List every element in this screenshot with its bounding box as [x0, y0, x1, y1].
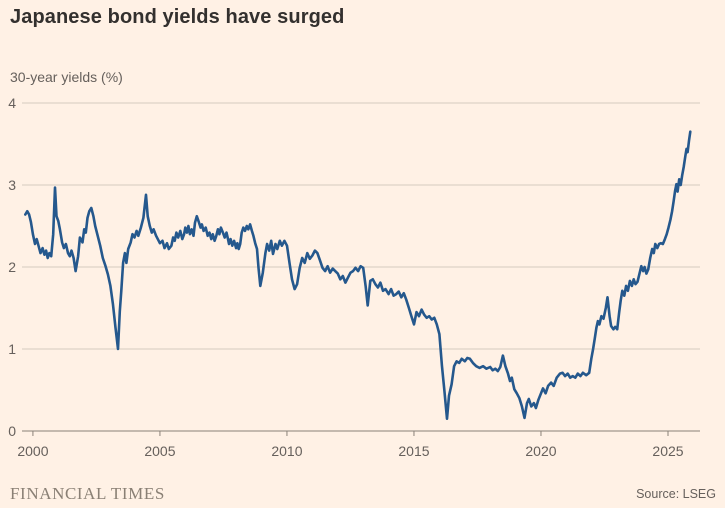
source-label: Source: LSEG: [636, 487, 716, 501]
x-axis-tick-label: 2000: [17, 443, 48, 459]
y-axis-tick-label: 2: [8, 259, 16, 275]
ft-logo-text: FINANCIAL TIMES: [10, 484, 165, 503]
chart-subtitle: 30-year yields (%): [10, 69, 123, 85]
y-axis-tick-label: 0: [8, 423, 16, 439]
chart-plot-area: 0 1 2 3 4 2000 2005 2010 2015 2020 2025: [8, 95, 700, 459]
x-axis-tick-label: 2025: [652, 443, 683, 459]
chart-title: Japanese bond yields have surged: [10, 6, 345, 28]
x-axis-tick-label: 2010: [271, 443, 302, 459]
y-axis-tick-label: 3: [8, 177, 16, 193]
x-axis-tick-label: 2015: [398, 443, 429, 459]
x-axis-tick-label: 2020: [525, 443, 556, 459]
yield-line-series: [24, 130, 692, 420]
x-axis-tick-label: 2005: [144, 443, 175, 459]
y-axis-tick-label: 1: [8, 341, 16, 357]
y-axis-tick-label: 4: [8, 95, 16, 111]
